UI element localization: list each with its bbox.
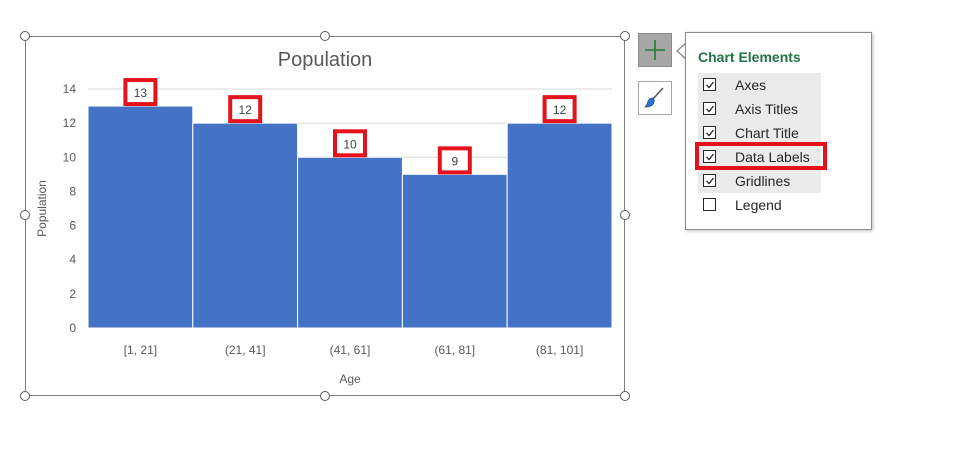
x-axis-title: Age [339,372,361,386]
bar [401,173,508,329]
checkbox-checked[interactable] [703,126,716,139]
chart-element-option[interactable]: Data Labels [698,145,821,169]
panel-pointer-fill [678,43,687,59]
y-tick-label: 4 [69,253,76,267]
data-label: 9 [451,154,458,168]
resize-handle-bottom[interactable] [320,391,330,401]
bar [297,156,403,329]
chart-element-label: Gridlines [735,173,791,189]
bar [506,122,613,329]
checkmark-icon [706,81,715,89]
chart-element-label: Axis Titles [735,101,799,117]
resize-handle-left[interactable] [20,210,30,220]
y-tick-label: 0 [69,321,76,335]
data-label-highlight [228,95,263,124]
chart-element-label: Axes [735,77,767,93]
chart-element-option[interactable]: Chart Title [698,121,821,145]
chart-element-option[interactable]: Axis Titles [698,97,821,121]
resize-handle-bottom-left[interactable] [20,391,30,401]
data-label-highlight [333,129,367,158]
resize-handle-top-right[interactable] [620,31,630,41]
x-tick-label: (81, 101] [536,343,583,357]
data-label-highlight [123,78,158,107]
resize-handle-bottom-right[interactable] [620,391,630,401]
data-label: 12 [239,103,253,117]
data-label: 10 [343,137,357,151]
checkbox-checked[interactable] [703,102,716,115]
chart-element-option[interactable]: Gridlines [698,169,821,193]
y-tick-label: 8 [69,184,76,198]
resize-handle-top[interactable] [320,31,330,41]
checkbox-checked[interactable] [703,174,716,187]
chart-area[interactable]: Population 0 2 4 6 8 10 12 14 [1, 21] 13 (21, 41] 12… [25,36,625,396]
brush-icon [644,87,664,108]
y-tick-label: 14 [63,82,77,96]
chart-element-label: Legend [735,197,782,213]
checkbox-checked[interactable] [703,78,716,91]
chart-elements-panel: Chart Elements Axes Axis Titles Chart Titl… [685,32,872,230]
checkmark-icon [706,129,715,137]
chart-styles-button[interactable] [638,81,672,115]
data-label: 12 [553,103,567,117]
data-label-highlight [542,95,577,124]
chart-element-option[interactable]: Axes [698,73,821,97]
chart-element-option[interactable]: Legend [698,193,821,217]
data-label: 13 [134,86,148,100]
bar [192,122,299,329]
chart-element-label: Chart Title [735,125,799,141]
data-labels-highlight [695,142,827,170]
y-tick-label: 10 [63,150,77,164]
y-tick-label: 12 [63,116,77,130]
y-tick-label: 6 [69,219,76,233]
checkbox-unchecked[interactable] [703,198,716,211]
chart-element-label: Data Labels [735,149,810,165]
histogram-chart: Population 0 2 4 6 8 10 12 14 [1, 21] 13 (21, 41] 12… [35,49,613,386]
data-label-highlight [437,146,472,175]
resize-handle-right[interactable] [620,210,630,220]
x-tick-label: (61, 81] [434,343,475,357]
checkmark-icon [706,105,715,113]
bar [87,105,194,329]
plus-icon [645,40,665,60]
y-tick-label: 2 [69,287,76,301]
checkmark-icon [706,177,715,185]
x-tick-label: (21, 41] [225,343,266,357]
x-tick-label: [1, 21] [124,343,157,357]
x-tick-label: (41, 61] [330,343,371,357]
chart-elements-button[interactable] [638,33,672,67]
resize-handle-top-left[interactable] [20,31,30,41]
chart-title: Population [278,49,373,71]
panel-title: Chart Elements [698,49,801,65]
checkmark-icon [706,153,715,161]
y-axis-title: Population [35,180,49,237]
checkbox-checked[interactable] [703,150,716,163]
